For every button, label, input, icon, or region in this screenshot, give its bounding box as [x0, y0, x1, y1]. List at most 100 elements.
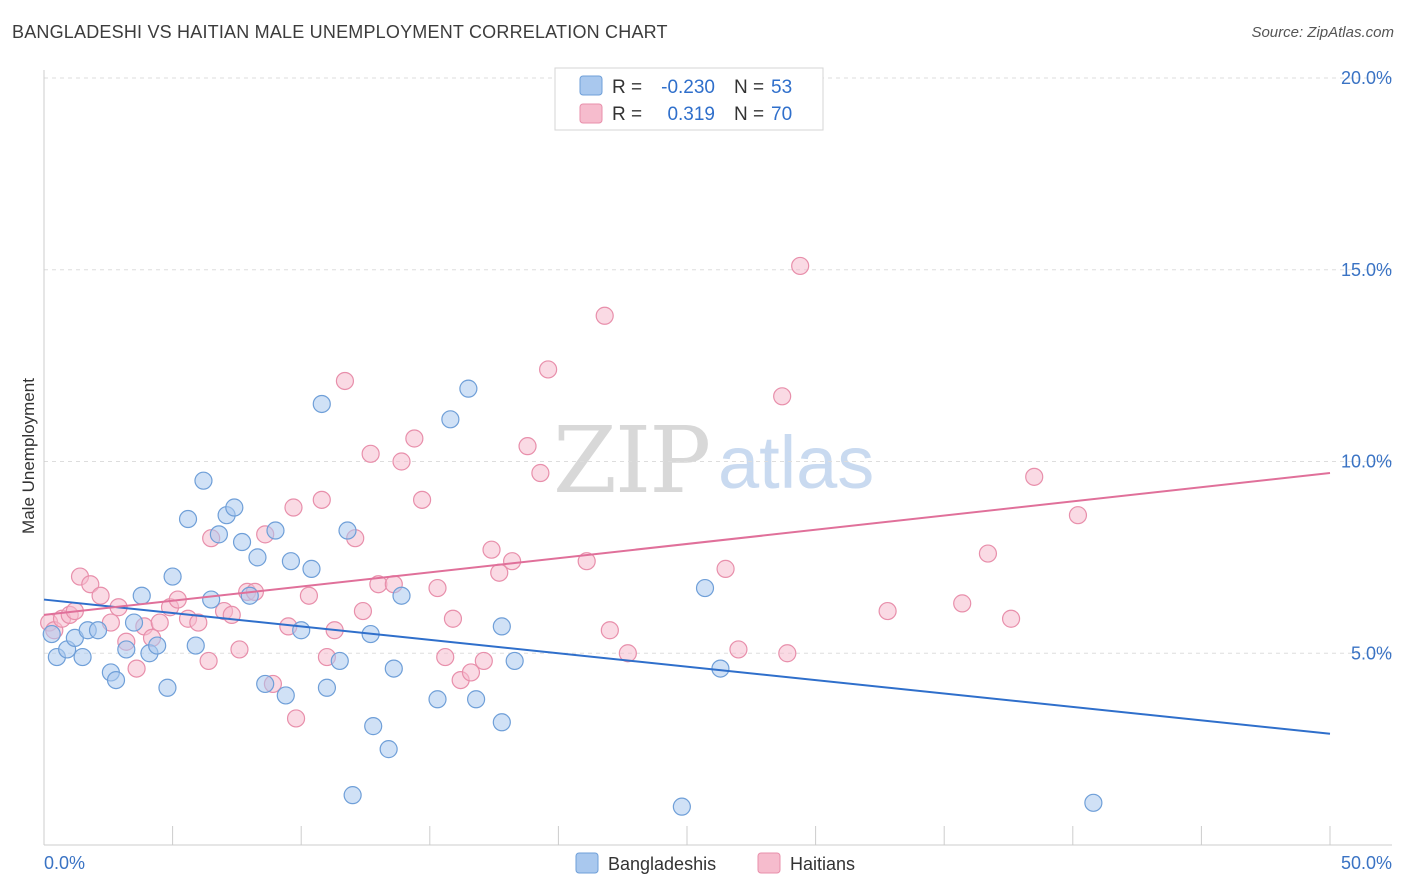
haitian-point — [1001, 609, 1021, 628]
y-tick-label: 5.0% — [1351, 643, 1392, 663]
bangladeshi-point — [292, 621, 311, 640]
bangladeshi-point — [330, 651, 349, 671]
haitian-point — [412, 490, 432, 509]
bangladeshi-point — [194, 471, 213, 490]
bangladeshi-point — [384, 659, 403, 678]
haitian-point — [531, 463, 550, 483]
haitian-point — [353, 601, 373, 621]
bangladeshi-point — [225, 498, 244, 517]
data-points — [40, 256, 1103, 816]
bangladeshi-point — [672, 797, 691, 816]
legend-r-value-2: 0.319 — [667, 104, 715, 125]
bangladeshi-point — [124, 613, 144, 632]
haitian-point — [953, 594, 972, 613]
haitian-point — [284, 498, 303, 517]
haitian-point — [716, 559, 735, 578]
bangladeshi-point — [441, 410, 460, 429]
bangladeshi-trend-line — [43, 598, 1331, 735]
haitian-point — [1025, 467, 1044, 486]
haitian-point — [600, 621, 619, 640]
bangladeshi-point — [276, 686, 295, 705]
y-axis-tick-labels: 5.0% 10.0% 15.0% 20.0% — [1341, 68, 1392, 663]
chart-title: BANGLADESHI VS HAITIAN MALE UNEMPLOYMENT… — [12, 22, 668, 42]
bangladeshi-point — [178, 509, 198, 529]
bangladeshi-point — [466, 690, 486, 709]
bangladeshi-point — [302, 559, 321, 578]
x-tick-label-max: 50.0% — [1341, 853, 1392, 873]
bangladeshi-point — [256, 674, 275, 694]
axes — [43, 70, 1392, 846]
bangladeshi-point — [163, 567, 182, 586]
haitian-point — [518, 437, 537, 456]
haitian-point — [778, 644, 797, 663]
haitian-point — [150, 613, 169, 632]
haitian-point — [335, 371, 355, 391]
haitian-trend-line — [43, 472, 1331, 616]
haitian-point — [878, 601, 897, 621]
bangladeshi-point — [312, 394, 331, 414]
bangladeshi-point — [209, 525, 228, 544]
bangladeshi-point — [338, 521, 357, 540]
legend-n-label-2: N = — [734, 104, 764, 125]
bangladeshi-point — [428, 690, 447, 709]
x-axis-ticks — [43, 826, 1331, 845]
bangladeshi-point — [343, 786, 362, 805]
bangladeshi-point — [148, 636, 167, 655]
haitian-point — [618, 644, 637, 663]
haitian-point — [482, 540, 501, 559]
legend-n-value-2: 70 — [771, 104, 792, 125]
y-tick-label: 15.0% — [1341, 260, 1392, 280]
y-tick-label: 10.0% — [1341, 452, 1392, 472]
haitian-point — [299, 586, 319, 605]
haitian-point — [91, 586, 110, 605]
haitian-point — [461, 663, 481, 682]
y-tick-label: 20.0% — [1341, 68, 1392, 88]
x-tick-label-min: 0.0% — [44, 853, 85, 873]
legend-r-value-1: -0.230 — [661, 77, 715, 98]
haitian-point — [978, 544, 998, 563]
bangladeshi-point — [1084, 793, 1103, 812]
haitian-point — [199, 651, 218, 671]
bangladeshi-point — [186, 636, 205, 655]
bangladeshi-point — [240, 586, 259, 605]
bangladeshi-point — [266, 521, 285, 540]
bangladeshi-point — [106, 670, 126, 690]
watermark-zip: ZIP — [553, 407, 709, 514]
bottom-legend-swatch-bangladeshis — [575, 852, 599, 874]
haitian-point — [361, 444, 380, 463]
watermark-atlas: atlas — [718, 421, 874, 504]
haitian-point — [230, 640, 249, 659]
source-label: Source: ZipAtlas.com — [1251, 24, 1394, 41]
haitian-point — [222, 605, 241, 625]
bangladeshi-point — [117, 640, 136, 659]
haitian-point — [312, 490, 331, 509]
bangladeshi-point — [459, 379, 478, 398]
haitian-point — [81, 575, 100, 594]
bangladeshi-point — [158, 678, 177, 697]
bangladeshi-point — [232, 532, 252, 552]
legend-n-label-1: N = — [734, 77, 764, 98]
bangladeshi-point — [364, 717, 383, 736]
haitian-point — [474, 651, 493, 671]
bangladeshi-point — [202, 590, 221, 609]
bangladeshi-point — [492, 713, 511, 732]
bangladeshi-point — [695, 578, 715, 598]
legend-n-value-1: 53 — [771, 77, 792, 98]
haitian-point — [392, 452, 411, 471]
bangladeshi-point — [505, 651, 524, 671]
haitian-point — [127, 659, 146, 678]
haitian-point — [443, 609, 463, 628]
watermark: ZIP atlas — [553, 407, 874, 514]
haitian-point — [428, 578, 447, 598]
bangladeshi-point — [73, 647, 92, 667]
haitian-point — [405, 429, 424, 448]
haitian-point — [577, 552, 596, 571]
legend-swatch-bangladeshis — [579, 75, 603, 96]
haitian-point — [595, 306, 614, 325]
bangladeshi-point — [248, 548, 267, 567]
haitian-point — [189, 613, 208, 632]
bottom-legend-label-bangladeshis: Bangladeshis — [608, 854, 716, 874]
haitian-point — [1068, 506, 1088, 525]
correlation-legend: R = -0.230 N = 53 R = 0.319 N = 70 — [554, 67, 824, 131]
